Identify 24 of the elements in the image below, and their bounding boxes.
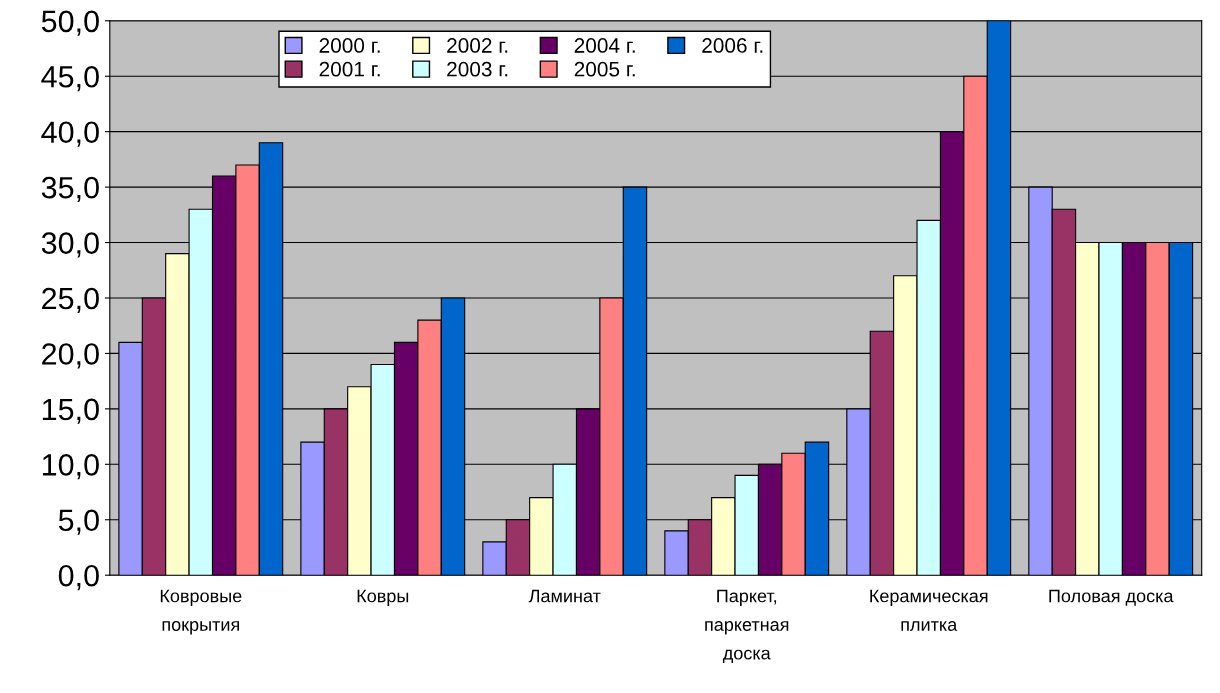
x-tick-label: Половая доска bbox=[1049, 589, 1174, 606]
x-tick-label: Ламинат bbox=[528, 589, 601, 603]
legend-label: 2004 г. bbox=[574, 38, 635, 53]
y-tick-label: 40,0 bbox=[41, 121, 99, 147]
legend-label: 2000 г. bbox=[319, 38, 380, 53]
y-tick-label: 10,0 bbox=[42, 454, 99, 480]
legend-label: 2003 г. bbox=[447, 61, 508, 77]
y-tick-label: 25,0 bbox=[42, 287, 99, 313]
x-tick-label: Паркет, паркетная доска bbox=[705, 589, 789, 663]
y-tick-label: 15,0 bbox=[42, 398, 99, 424]
y-tick-label: 5,0 bbox=[58, 509, 99, 535]
legend-label: 2002 г. bbox=[447, 38, 508, 53]
x-tick-label: Ковры bbox=[357, 589, 409, 606]
legend-label: 2006 г. bbox=[702, 38, 763, 53]
x-tick-label: Керамическая плитка bbox=[870, 589, 988, 631]
y-tick-label: 50,0 bbox=[41, 10, 99, 36]
y-tick-label: 20,0 bbox=[42, 343, 99, 369]
legend-label: 2001 г. bbox=[319, 61, 380, 77]
legend-label: 2005 г. bbox=[574, 61, 635, 77]
x-tick-label: Ковровые покрытия bbox=[160, 589, 242, 635]
y-tick-label: 45,0 bbox=[41, 65, 99, 92]
y-tick-label: 0,0 bbox=[58, 564, 99, 591]
y-tick-label: 30,0 bbox=[41, 232, 99, 258]
y-tick-label: 35,0 bbox=[41, 176, 99, 203]
